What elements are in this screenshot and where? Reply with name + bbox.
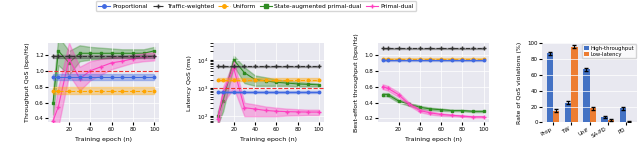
Bar	[565, 103, 572, 122]
Bar	[553, 111, 559, 122]
Y-axis label: Latency QoS (ms): Latency QoS (ms)	[187, 55, 192, 111]
X-axis label: Training epoch (n): Training epoch (n)	[240, 137, 297, 142]
Bar	[608, 120, 614, 122]
Y-axis label: Throughput QoS (bps/Hz): Throughput QoS (bps/Hz)	[24, 43, 29, 122]
Legend: Proportional, Traffic-weighted, Uniform, State-augmented primal-dual, Primal-dua: Proportional, Traffic-weighted, Uniform,…	[96, 1, 416, 11]
Bar	[602, 117, 608, 122]
Legend: High-throughput, Low-latency: High-throughput, Low-latency	[582, 44, 636, 58]
Y-axis label: Best-effort throughput (bps/Hz): Best-effort throughput (bps/Hz)	[354, 33, 359, 132]
X-axis label: Training epoch (n): Training epoch (n)	[75, 137, 132, 142]
X-axis label: Training epoch (n): Training epoch (n)	[404, 137, 461, 142]
Bar	[589, 108, 596, 122]
Bar	[620, 108, 626, 122]
Y-axis label: Rate of QoS violations (%): Rate of QoS violations (%)	[517, 41, 522, 124]
Bar	[572, 47, 578, 122]
Bar	[583, 69, 589, 122]
Bar	[547, 53, 553, 122]
